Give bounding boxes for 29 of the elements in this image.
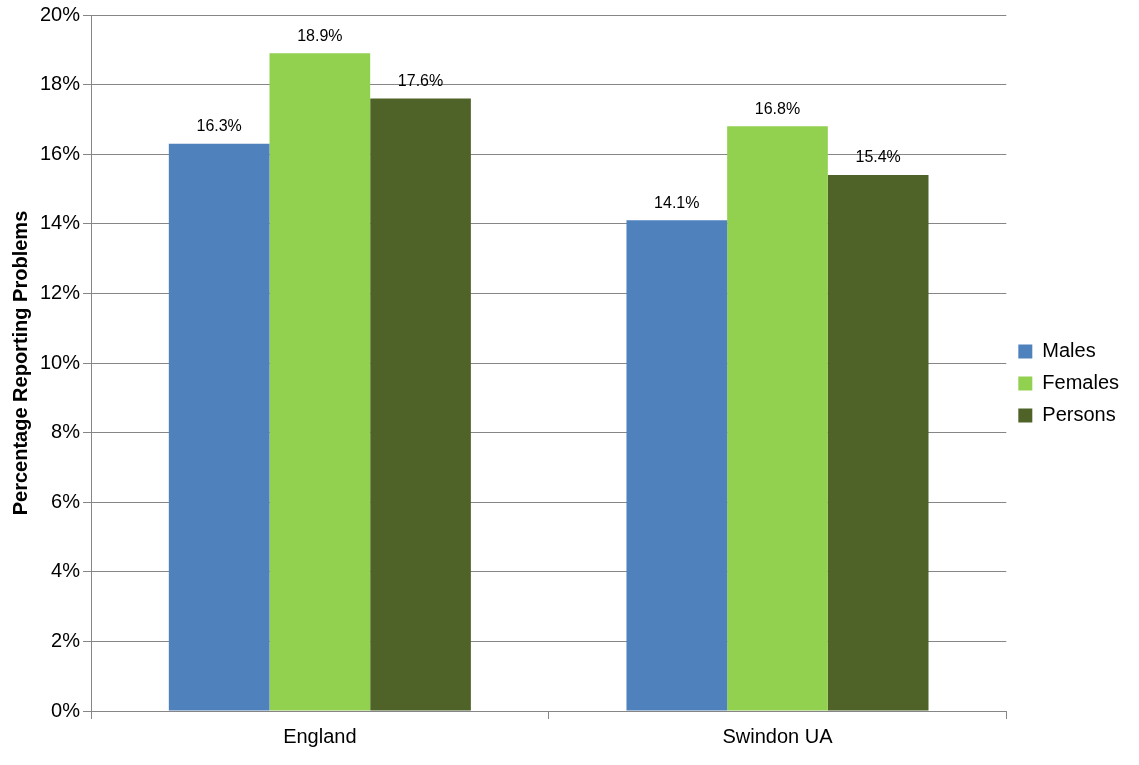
y-tick-label: 10% [40, 350, 81, 373]
y-axis-title: Percentage Reporting Problems [8, 210, 31, 516]
x-tick-label: England [283, 724, 357, 747]
data-label: 16.8% [754, 99, 801, 117]
data-label: 18.9% [297, 26, 343, 44]
legend-label: Females [1042, 371, 1120, 394]
y-tick-label: 6% [51, 489, 81, 512]
y-tick-label: 0% [51, 698, 81, 721]
bar [626, 220, 728, 711]
y-tick-label: 20% [40, 2, 81, 25]
data-label: 14.1% [654, 193, 700, 211]
bar [727, 126, 828, 711]
x-tick-label: Swindon UA [722, 724, 834, 747]
y-tick-label: 18% [40, 72, 81, 95]
y-tick-label: 2% [51, 628, 81, 651]
y-tick-label: 16% [40, 141, 81, 164]
y-tick-label: 4% [51, 559, 81, 582]
y-tick-label: 12% [40, 280, 81, 303]
bar [827, 175, 929, 711]
legend-label: Males [1042, 339, 1096, 362]
data-label: 17.6% [397, 71, 444, 89]
bar [269, 53, 371, 711]
data-label: 16.3% [196, 117, 242, 135]
legend-label: Persons [1042, 403, 1116, 426]
y-tick-label: 8% [51, 420, 81, 443]
y-tick-label: 14% [40, 211, 81, 234]
data-label: 15.4% [855, 148, 901, 166]
bar [168, 143, 270, 711]
bar [370, 98, 471, 711]
